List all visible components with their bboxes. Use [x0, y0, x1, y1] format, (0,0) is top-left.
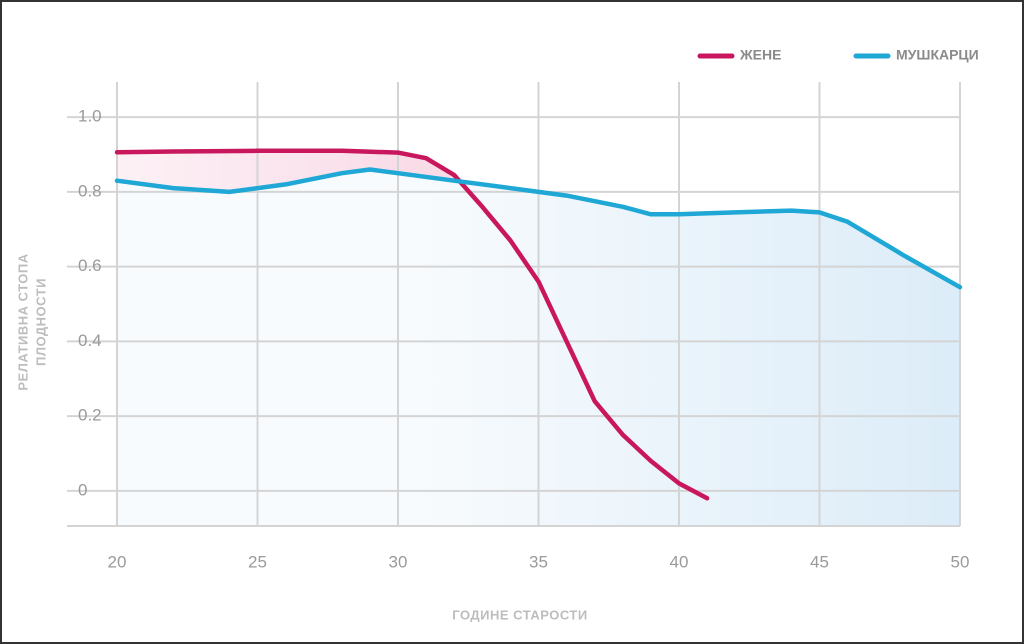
- x-tick-label: 35: [529, 552, 548, 571]
- line: [114, 167, 963, 290]
- y-axis-title: РЕЛАТИВНА СТОПА: [15, 253, 30, 390]
- legend-label: МУШКАРЦИ: [896, 47, 979, 63]
- x-axis-title: ГОДИНЕ СТАРОСТИ: [452, 607, 587, 622]
- y-tick-label: 0: [78, 480, 87, 499]
- x-tick-label: 25: [248, 552, 267, 571]
- x-tick-label: 45: [810, 552, 829, 571]
- legend-label: ЖЕНЕ: [739, 47, 781, 63]
- line: [114, 148, 710, 501]
- x-tick-label: 20: [108, 552, 127, 571]
- x-tick-label: 30: [389, 552, 408, 571]
- y-tick-label: 0.4: [78, 331, 102, 350]
- x-tick-label: 40: [670, 552, 689, 571]
- y-tick-label: 0.6: [78, 256, 102, 275]
- y-tick-label: 0.2: [78, 406, 102, 425]
- y-axis-title: ПЛОДНОСТИ: [33, 278, 48, 366]
- y-tick-label: 1.0: [78, 107, 102, 126]
- y-tick-label: 0.8: [78, 181, 102, 200]
- x-tick-label: 50: [951, 552, 970, 571]
